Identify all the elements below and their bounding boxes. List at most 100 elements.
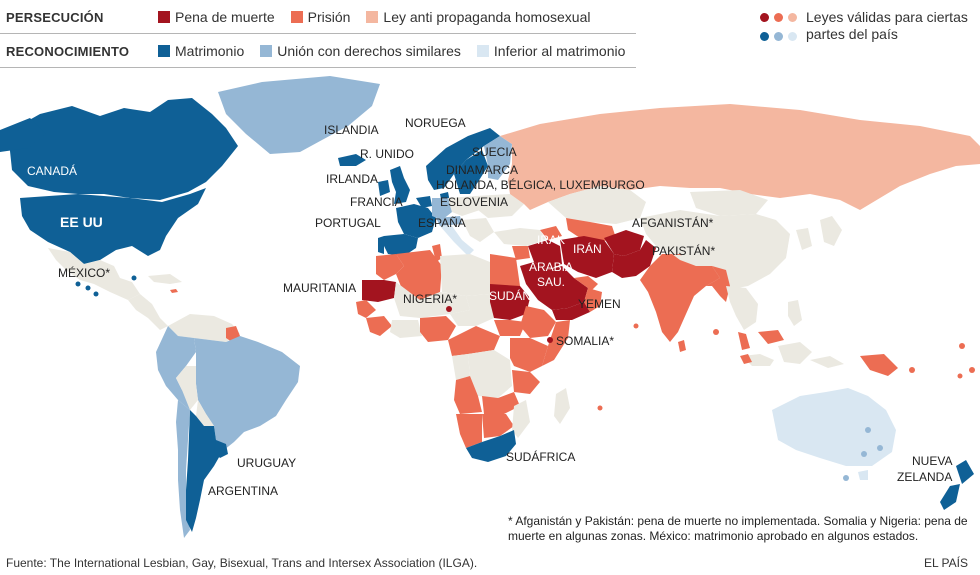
country-mozambique [512,400,530,438]
country-south-sudan [494,320,526,336]
country-balkans [462,218,494,242]
country-indochina [726,286,758,330]
country-somalia [542,320,570,366]
partial-dot-union [774,31,783,41]
country-turkey [494,228,546,246]
legend-label-prison: Prisión [307,9,351,25]
label-arabia: ARABIA [529,260,573,274]
dot-mexico-2 [85,285,91,291]
legend-swatch-death [158,11,170,23]
country-ukraine [476,194,524,218]
legend-label-death: Pena de muerte [175,9,275,25]
country-egypt [490,254,520,292]
dot-mexico-1 [75,281,81,287]
footnote: * Afganistán y Pakistán: pena de muerte … [508,514,968,543]
dot-indian-ocean-2 [713,329,719,335]
label-r-unido: R. UNIDO [360,147,414,161]
country-chad [450,294,494,326]
country-russia [500,104,980,210]
country-south-africa [466,430,516,462]
label-somalia: SOMALIA* [556,334,614,348]
label-mauritania: MAURITANIA [283,281,356,295]
dot-pacific-1 [909,367,915,373]
country-ethiopia-eritrea [520,306,556,338]
label-zelanda: ZELANDA [897,470,952,484]
legend-label-propaganda: Ley anti propaganda homosexual [383,9,591,25]
country-nigeria [420,316,456,342]
country-ireland [378,180,390,196]
source-credit: Fuente: The International Lesbian, Gay, … [6,556,478,570]
country-botswana-zimbabwe [482,414,514,438]
partial-validity-dots [75,275,975,481]
country-sri-lanka [678,340,686,352]
country-cameroon-car [448,326,500,356]
country-greenland [218,76,380,154]
dot-australia-4 [843,475,849,481]
country-venezuela-region [168,314,240,342]
country-brazil [194,336,300,450]
label-iran: IRÁN [573,241,602,256]
legend-item-prison: Prisión [290,9,351,25]
country-argentina [186,410,222,532]
country-france [396,204,436,238]
country-china [640,210,790,290]
legend-swatch-propaganda [366,11,379,23]
country-indonesia [742,342,844,368]
country-yemen [552,302,590,320]
partial-dot-propaganda [788,13,797,22]
legend-item-death-penalty: Pena de muerte [158,9,275,25]
country-afghanistan [604,230,644,256]
country-mauritania [362,280,396,302]
country-germany [432,198,452,220]
label-afganistan: AFGANISTÁN* [632,215,714,230]
partial-dots [760,13,802,43]
country-zambia-malawi [482,392,520,414]
country-bolivia [176,366,198,410]
legend-divider-bottom [0,67,636,68]
country-new-zealand [940,460,974,510]
country-uruguay [214,440,228,458]
country-finland [484,136,512,180]
label-francia: FRANCIA [350,195,403,209]
country-uk [390,166,410,204]
legend-recognition: RECONOCIMIENTO Matrimonio Unión con dere… [6,40,641,62]
country-sweden [454,150,488,194]
label-uruguay: URUGUAY [237,456,296,470]
country-portugal [378,236,384,254]
legend-swatch-marriage [158,45,170,57]
dot-mexico-3 [93,291,99,297]
label-yemen: YEMEN [578,297,621,311]
country-tunisia [432,244,442,262]
legend-swatch-union [260,45,273,57]
label-portugal: PORTUGAL [315,216,381,230]
legend-label-inferior: Inferior al matrimonio [493,43,626,59]
partial-dot-marriage [760,31,769,41]
country-senegal-gambia [356,300,376,318]
country-morocco [376,254,404,280]
country-caucasus [540,226,562,240]
country-libya [440,254,490,296]
country-namibia [456,414,482,448]
dot-indian-ocean-1 [633,323,639,329]
country-kazakhstan [548,186,646,224]
dot-australia-1 [865,427,871,433]
country-india [640,254,720,342]
country-uzbek-turkmen [566,218,616,242]
country-syria-lebanon [512,246,530,260]
country-chile [176,400,190,538]
country-png [860,354,898,376]
country-cuba [148,274,182,284]
label-sudan: SUDÁN [489,288,531,303]
country-benelux [416,196,432,208]
country-nepal-bhutan [672,254,712,266]
label-espana: ESPAÑA [418,216,466,230]
dot-pacific-2 [959,343,965,349]
partial-dot-prison [774,13,783,22]
legend-persecution-title: PERSECUCIÓN [6,9,104,25]
country-indonesia-aceh [740,354,752,364]
country-spain [384,234,418,256]
dot-caribbean [131,275,137,281]
legend-persecution: PERSECUCIÓN Pena de muerte Prisión Ley a… [6,6,606,28]
legend-item-inferior: Inferior al matrimonio [476,43,626,59]
legend-swatch-inferior [476,45,489,57]
